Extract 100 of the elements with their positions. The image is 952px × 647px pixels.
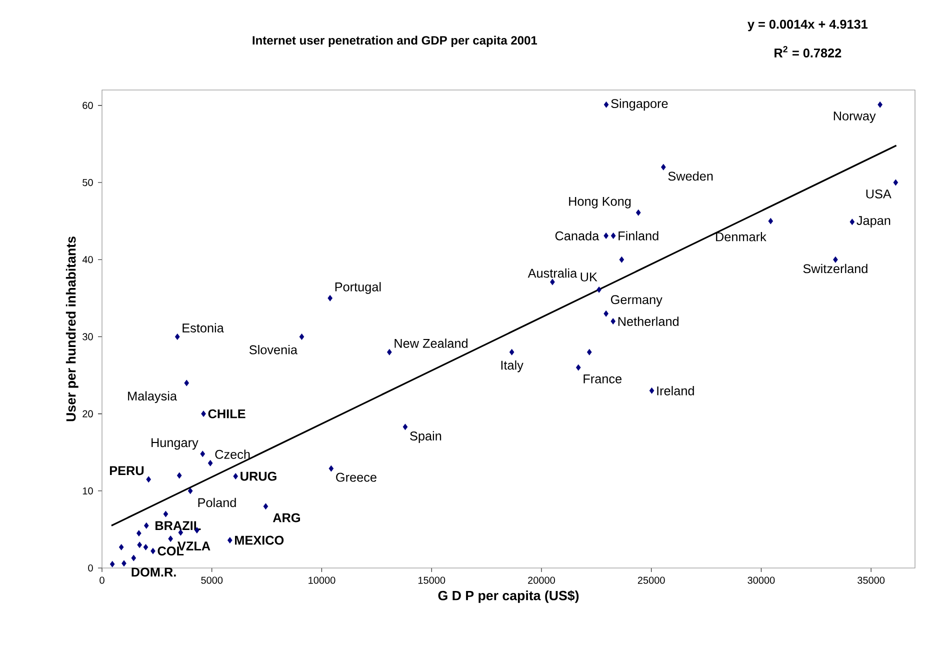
annotation: Hungary [152,438,198,450]
annotation: PERU [110,466,144,476]
annotation: ARG [272,513,300,522]
point [150,548,156,554]
x-tick-label: 5000 [201,576,223,584]
x-tick-label: 30000 [748,576,775,584]
text: R$^{2}$ = 0.7822 [774,46,842,58]
point [233,473,238,480]
point [387,349,392,356]
annotation: Czech [215,450,250,459]
point [610,232,616,239]
point [550,278,555,286]
annotation: CHILE [208,409,246,418]
point [893,179,898,186]
annotation: New Zealand [394,338,468,348]
point [208,460,213,466]
point [131,554,136,562]
y-tick-label: 10 [82,487,93,494]
point [228,537,232,544]
x-axis-title: G D P per capita (US$) [438,590,579,603]
annotation: UK [580,272,598,282]
point [636,210,641,216]
annotation: Spain [410,431,442,443]
x-tick-label: 15000 [418,576,446,584]
annotation: Poland [198,498,236,508]
annotation: Norway [834,112,876,123]
annotation: Sweden [668,171,713,181]
annotation: Slovenia [249,344,298,354]
text: y = 0.0014x + 4.9131 [748,20,868,32]
point [576,364,581,371]
point [509,349,514,356]
y-tick-label: 40 [82,256,93,264]
annotation: Canada [555,231,600,240]
point [136,530,142,536]
point [402,424,408,430]
point [610,318,616,324]
annotation: Italy [501,360,524,372]
point [163,510,168,518]
x-tick-label: 20000 [528,576,555,584]
point [649,388,654,394]
annotation: Malaysia [128,391,177,404]
chart-title: Internet user penetration and GDP per capita 2001 [252,36,538,47]
annotation: URUG [240,472,276,481]
point [299,334,304,340]
annotation: Ireland [657,386,694,396]
annotation: Australia [528,268,578,278]
annotation: Singapore [611,98,668,111]
annotation: France [584,374,622,384]
y-tick-label: 20 [82,410,93,418]
point [200,450,206,457]
point [833,256,838,263]
annotation: Greece [336,472,376,482]
y-tick-label: 0 [88,564,93,572]
point [122,560,126,566]
annotation: Denmark [716,232,766,242]
x-tick-label: 25000 [638,576,665,584]
x-tick-label: 35000 [858,576,885,584]
annotation: Finland [618,231,658,240]
annotation: USA [866,189,892,198]
point [328,295,332,302]
x-tick-label: 0 [100,576,104,584]
point [110,561,115,568]
point [604,310,608,317]
point [587,349,592,356]
point [118,544,124,550]
y-axis-title: User per hundred inhabitants [66,236,78,422]
point [168,536,173,542]
y-tick-label: 50 [82,178,93,186]
point [596,286,602,293]
point [184,380,189,386]
point [201,410,206,417]
point [768,218,774,224]
annotation: Germany [610,295,662,307]
point [604,232,608,239]
point [263,503,268,510]
x-tick-label: 10000 [308,576,336,584]
point [878,102,882,108]
annotation: BRAZIL [156,521,201,530]
annotation: DOM.R. [132,568,176,577]
point [176,472,182,479]
annotation: Estonia [182,323,224,332]
point [328,465,334,472]
y-tick-label: 60 [82,102,93,109]
annotation: MEXICO [235,536,284,545]
point [188,488,193,494]
point [137,542,142,548]
annotation: Netherland [618,316,679,326]
point [143,544,148,550]
point [604,102,609,108]
annotation: Portugal [335,282,381,294]
annotation: Switzerland [803,264,868,274]
annotation: Japan [856,216,890,228]
annotation: Hong Kong [569,196,631,208]
point [619,256,624,263]
point [146,476,151,482]
point [661,164,666,170]
point [850,218,855,225]
point [144,522,149,529]
point [175,334,180,340]
y-tick-label: 30 [82,333,93,340]
